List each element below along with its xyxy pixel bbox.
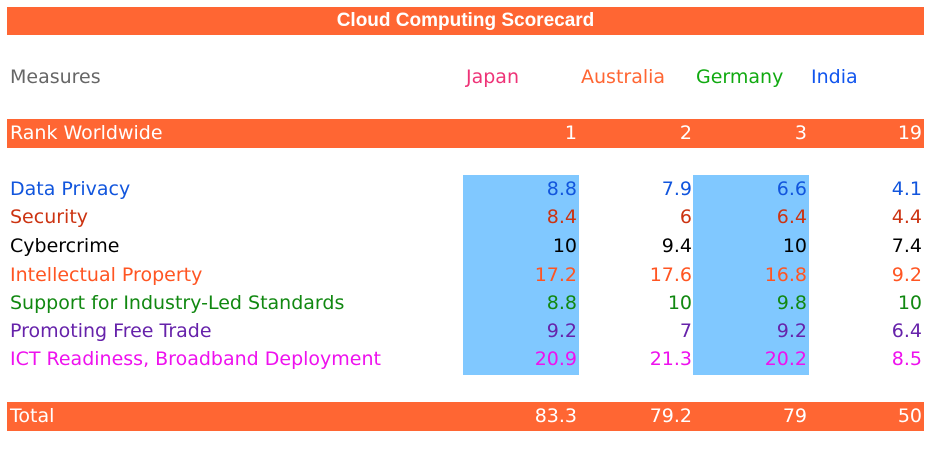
measure-value-india: 4.1 xyxy=(891,178,922,200)
measure-value-germany: 6.6 xyxy=(776,178,807,200)
country-header-australia: Australia xyxy=(581,66,666,88)
measure-label: Promoting Free Trade xyxy=(10,320,212,342)
rank-value-india: 19 xyxy=(897,122,922,144)
measure-label: Cybercrime xyxy=(10,235,120,257)
highlight-column-germany xyxy=(693,175,809,375)
measure-value-germany: 6.4 xyxy=(776,206,807,228)
measure-value-japan: 20.9 xyxy=(534,348,577,370)
country-header-india: India xyxy=(811,66,858,88)
measure-value-australia: 7 xyxy=(679,320,692,342)
total-row-label: Total xyxy=(10,405,55,427)
measure-value-germany: 16.8 xyxy=(764,264,807,286)
country-header-germany: Germany xyxy=(696,66,784,88)
total-value-australia: 79.2 xyxy=(649,405,692,427)
measure-value-japan: 10 xyxy=(552,235,577,257)
measure-value-australia: 10 xyxy=(667,292,692,314)
total-row-bar xyxy=(7,402,924,431)
rank-value-germany: 3 xyxy=(794,122,807,144)
country-header-japan: Japan xyxy=(466,66,519,88)
measure-value-india: 4.4 xyxy=(891,206,922,228)
measure-label: Intellectual Property xyxy=(10,264,203,286)
measure-label: Support for Industry-Led Standards xyxy=(10,292,345,314)
measure-value-india: 8.5 xyxy=(891,348,922,370)
total-value-india: 50 xyxy=(897,405,922,427)
measure-value-japan: 8.4 xyxy=(546,206,577,228)
rank-row-bar xyxy=(7,119,924,148)
measure-value-germany: 9.2 xyxy=(776,320,807,342)
measure-value-germany: 9.8 xyxy=(776,292,807,314)
measure-value-australia: 9.4 xyxy=(661,235,692,257)
total-value-germany: 79 xyxy=(782,405,807,427)
measure-value-japan: 9.2 xyxy=(546,320,577,342)
measure-value-australia: 21.3 xyxy=(649,348,692,370)
rank-value-japan: 1 xyxy=(564,122,577,144)
measure-value-germany: 10 xyxy=(782,235,807,257)
measure-value-australia: 6 xyxy=(679,206,692,228)
rank-value-australia: 2 xyxy=(679,122,692,144)
measure-value-japan: 17.2 xyxy=(534,264,577,286)
measure-value-australia: 17.6 xyxy=(649,264,692,286)
measure-value-australia: 7.9 xyxy=(661,178,692,200)
measures-header: Measures xyxy=(10,66,101,88)
measure-value-india: 10 xyxy=(897,292,922,314)
rank-row-label: Rank Worldwide xyxy=(10,122,163,144)
measure-value-japan: 8.8 xyxy=(546,292,577,314)
measure-label: Security xyxy=(10,206,89,228)
measure-value-india: 9.2 xyxy=(891,264,922,286)
measure-value-japan: 8.8 xyxy=(546,178,577,200)
total-value-japan: 83.3 xyxy=(534,405,577,427)
measure-value-germany: 20.2 xyxy=(764,348,807,370)
measure-value-india: 6.4 xyxy=(891,320,922,342)
highlight-column-japan xyxy=(463,175,579,375)
chart-title: Cloud Computing Scorecard xyxy=(7,7,924,35)
measure-label: ICT Readiness, Broadband Deployment xyxy=(10,348,381,370)
measure-value-india: 7.4 xyxy=(891,235,922,257)
measure-label: Data Privacy xyxy=(10,178,131,200)
